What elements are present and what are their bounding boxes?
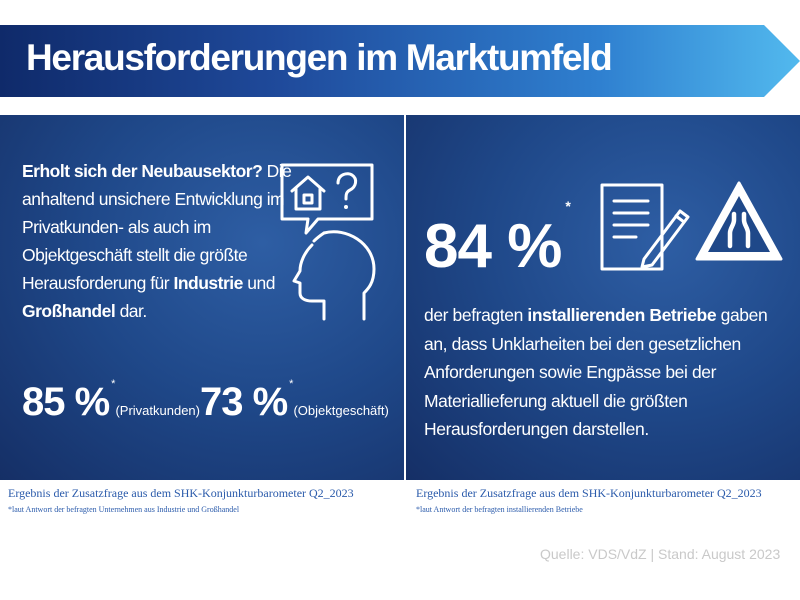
- stat-objektgeschaeft-asterisk: *: [289, 377, 294, 390]
- stat-privatkunden-value: 85 %: [22, 380, 110, 424]
- left-text-bold-1: Industrie: [173, 273, 243, 293]
- stat-objektgeschaeft-caption: (Objektgeschäft): [293, 403, 389, 418]
- stat-privatkunden: 85 % * (Privatkunden): [22, 377, 200, 425]
- head-house-question-icon: [280, 163, 376, 321]
- left-text-bold-2: Großhandel: [22, 301, 116, 321]
- right-text-2: gaben an, dass Unklarheiten bei den gese…: [424, 305, 768, 439]
- banner-arrow-shape: [0, 25, 800, 97]
- right-panel: 84 %* der befragten installierenden Betr…: [406, 115, 800, 480]
- title-banner: Herausforderungen im Marktumfeld: [0, 25, 800, 97]
- left-footnote-note: *laut Antwort der befragten Unternehmen …: [8, 505, 240, 514]
- right-text-bold: installierenden Betriebe: [527, 305, 717, 325]
- stat-privatkunden-asterisk: *: [111, 377, 116, 390]
- road-narrows-warning-icon: [695, 181, 783, 261]
- left-question: Erholt sich der Neubausektor?: [22, 161, 263, 181]
- right-footnote-note: *laut Antwort der befragten installieren…: [416, 505, 583, 514]
- left-footnote-title: Ergebnis der Zusatzfrage aus dem SHK-Kon…: [8, 486, 354, 500]
- left-description: Erholt sich der Neubausektor? Die anhalt…: [22, 157, 292, 325]
- stat-installierende-betriebe: 84 %*: [424, 198, 571, 282]
- stat-installierende-asterisk: *: [565, 198, 571, 215]
- source-note: Quelle: VDS/VdZ | Stand: August 2023: [540, 546, 781, 562]
- stat-privatkunden-caption: (Privatkunden): [115, 403, 200, 418]
- page-title: Herausforderungen im Marktumfeld: [26, 37, 613, 78]
- stat-objektgeschaeft: 73 % * (Objektgeschäft): [200, 377, 389, 425]
- right-description: der befragten installierenden Betriebe g…: [424, 301, 794, 444]
- right-footnote-title: Ergebnis der Zusatzfrage aus dem SHK-Kon…: [416, 486, 762, 500]
- left-text-1: Die anhaltend unsichere Entwicklung im P…: [22, 161, 292, 293]
- left-text-2: und: [242, 273, 275, 293]
- left-text-3: dar.: [115, 301, 148, 321]
- document-pen-icon: [600, 183, 690, 271]
- left-panel: Erholt sich der Neubausektor? Die anhalt…: [0, 115, 404, 480]
- stat-objektgeschaeft-value: 73 %: [200, 380, 288, 424]
- right-text-1: der befragten: [424, 305, 528, 325]
- stat-installierende-value: 84 %: [424, 212, 562, 281]
